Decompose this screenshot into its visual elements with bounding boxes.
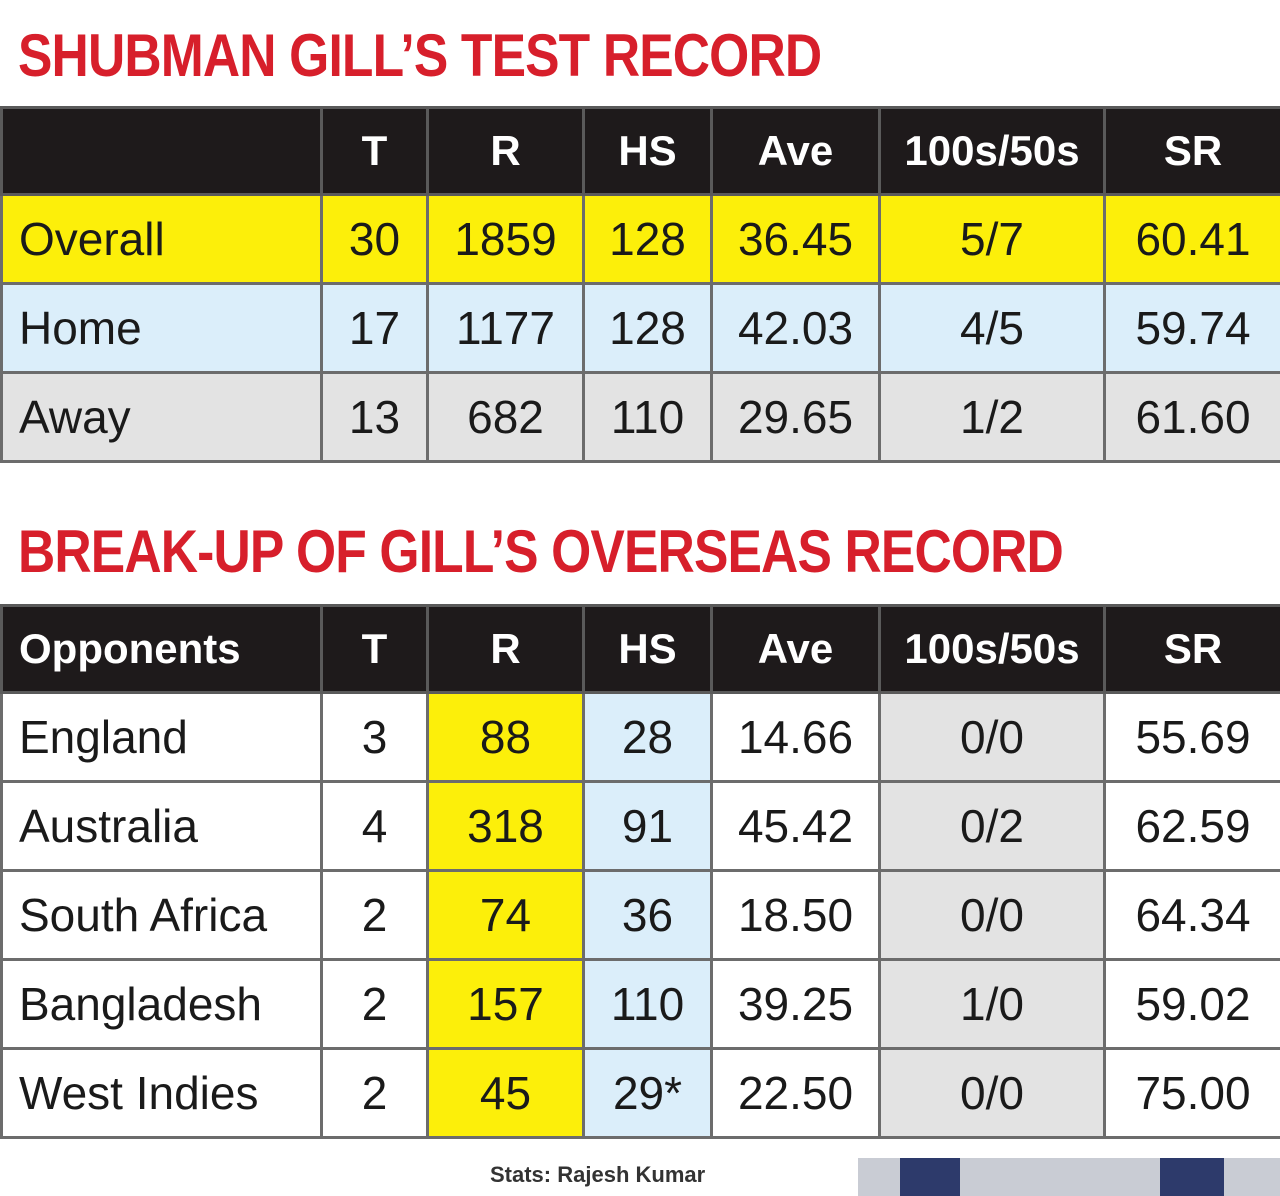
cell-tests: 17: [320, 282, 429, 374]
cell-tests: 30: [320, 193, 429, 285]
header-tests: T: [320, 604, 429, 694]
header-row: T R HS Ave 100s/50s SR: [0, 106, 1280, 196]
cell-high-score: 110: [582, 958, 713, 1050]
cell-runs: 88: [426, 691, 585, 783]
stats-credit: Stats: Rajesh Kumar: [490, 1162, 706, 1187]
header-average: Ave: [710, 604, 881, 694]
cell-high-score: 29*: [582, 1047, 713, 1139]
cell-tests: 2: [320, 1047, 429, 1139]
cell-high-score: 91: [582, 780, 713, 872]
row-label: Overall: [0, 193, 323, 285]
cell-hundreds-fifties: 1/2: [878, 371, 1106, 463]
header-opponents: Opponents: [0, 604, 323, 694]
table-row: England 3 88 28 14.66 0/0 55.69: [0, 691, 1280, 783]
table-row: Australia 4 318 91 45.42 0/2 62.59: [0, 780, 1280, 872]
cell-tests: 2: [320, 869, 429, 961]
cell-runs: 318: [426, 780, 585, 872]
cell-strike-rate: 61.60: [1103, 371, 1280, 463]
cell-average: 45.42: [710, 780, 881, 872]
cell-runs: 74: [426, 869, 585, 961]
opponent-name: West Indies: [0, 1047, 323, 1139]
cell-tests: 3: [320, 691, 429, 783]
cell-strike-rate: 60.41: [1103, 193, 1280, 285]
table-row: Bangladesh 2 157 110 39.25 1/0 59.02: [0, 958, 1280, 1050]
row-label: Away: [0, 371, 323, 463]
table-row: South Africa 2 74 36 18.50 0/0 64.34: [0, 869, 1280, 961]
cell-strike-rate: 75.00: [1103, 1047, 1280, 1139]
cell-average: 22.50: [710, 1047, 881, 1139]
overseas-record-table: Opponents T R HS Ave 100s/50s SR England…: [0, 604, 1280, 1139]
cell-runs: 682: [426, 371, 585, 463]
cell-runs: 45: [426, 1047, 585, 1139]
cell-high-score: 110: [582, 371, 713, 463]
cell-hundreds-fifties: 1/0: [878, 958, 1106, 1050]
cell-high-score: 36: [582, 869, 713, 961]
cell-runs: 157: [426, 958, 585, 1050]
cell-average: 42.03: [710, 282, 881, 374]
cell-high-score: 28: [582, 691, 713, 783]
table-row-overall: Overall 30 1859 128 36.45 5/7 60.41: [0, 193, 1280, 285]
header-hundreds-fifties: 100s/50s: [878, 106, 1106, 196]
cell-strike-rate: 64.34: [1103, 869, 1280, 961]
cell-tests: 2: [320, 958, 429, 1050]
overseas-record-title: BREAK-UP OF GILL’S OVERSEAS RECORD: [18, 518, 1064, 585]
cell-hundreds-fifties: 0/0: [878, 869, 1106, 961]
test-record-table: T R HS Ave 100s/50s SR Overall 30 1859 1…: [0, 106, 1280, 463]
cell-hundreds-fifties: 0/0: [878, 691, 1106, 783]
cell-strike-rate: 59.74: [1103, 282, 1280, 374]
cell-average: 39.25: [710, 958, 881, 1050]
cell-average: 36.45: [710, 193, 881, 285]
opponent-name: South Africa: [0, 869, 323, 961]
test-record-title: SHUBMAN GILL’S TEST RECORD: [18, 22, 822, 89]
table-row: West Indies 2 45 29* 22.50 0/0 75.00: [0, 1047, 1280, 1139]
opponent-name: Australia: [0, 780, 323, 872]
header-row: Opponents T R HS Ave 100s/50s SR: [0, 604, 1280, 694]
cell-tests: 4: [320, 780, 429, 872]
cropped-photo: [858, 1158, 1280, 1196]
cell-runs: 1859: [426, 193, 585, 285]
header-high-score: HS: [582, 604, 713, 694]
cell-hundreds-fifties: 0/0: [878, 1047, 1106, 1139]
photo-stripe: [900, 1158, 960, 1196]
header-average: Ave: [710, 106, 881, 196]
cell-average: 14.66: [710, 691, 881, 783]
cell-high-score: 128: [582, 193, 713, 285]
header-strike-rate: SR: [1103, 106, 1280, 196]
cell-average: 29.65: [710, 371, 881, 463]
cell-high-score: 128: [582, 282, 713, 374]
header-label: [0, 106, 323, 196]
row-label: Home: [0, 282, 323, 374]
header-tests: T: [320, 106, 429, 196]
cell-strike-rate: 55.69: [1103, 691, 1280, 783]
cell-hundreds-fifties: 0/2: [878, 780, 1106, 872]
cell-tests: 13: [320, 371, 429, 463]
cell-runs: 1177: [426, 282, 585, 374]
cell-hundreds-fifties: 5/7: [878, 193, 1106, 285]
cell-average: 18.50: [710, 869, 881, 961]
cell-strike-rate: 59.02: [1103, 958, 1280, 1050]
header-runs: R: [426, 604, 585, 694]
opponent-name: Bangladesh: [0, 958, 323, 1050]
header-strike-rate: SR: [1103, 604, 1280, 694]
opponent-name: England: [0, 691, 323, 783]
cell-strike-rate: 62.59: [1103, 780, 1280, 872]
table-row-away: Away 13 682 110 29.65 1/2 61.60: [0, 371, 1280, 463]
photo-stripe: [1160, 1158, 1224, 1196]
header-high-score: HS: [582, 106, 713, 196]
table-row-home: Home 17 1177 128 42.03 4/5 59.74: [0, 282, 1280, 374]
header-runs: R: [426, 106, 585, 196]
header-hundreds-fifties: 100s/50s: [878, 604, 1106, 694]
cell-hundreds-fifties: 4/5: [878, 282, 1106, 374]
